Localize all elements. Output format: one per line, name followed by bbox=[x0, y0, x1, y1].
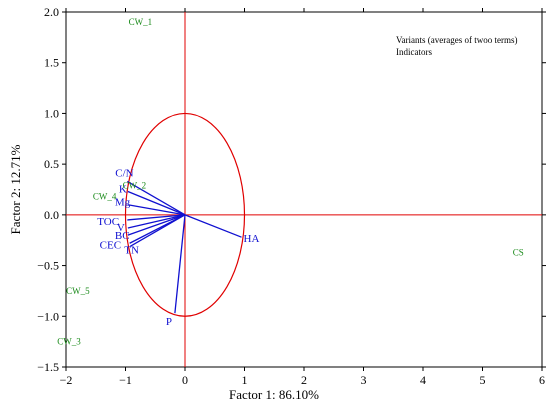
x-tick-label: 6 bbox=[539, 373, 545, 387]
x-tick-label: 4 bbox=[420, 373, 426, 387]
indicator-label: V bbox=[117, 222, 125, 234]
x-tick-label: 2 bbox=[301, 373, 307, 387]
variant-label: CW_1 bbox=[129, 17, 153, 27]
x-tick-label: −2 bbox=[60, 373, 73, 387]
variant-label: CW_4 bbox=[93, 192, 117, 202]
indicator-vector bbox=[184, 214, 242, 238]
indicator-vector bbox=[127, 204, 186, 216]
indicator-vector bbox=[127, 214, 186, 236]
indicator-vector bbox=[127, 214, 186, 229]
y-tick-label: −1.5 bbox=[37, 360, 59, 374]
x-tick-label: 0 bbox=[182, 373, 188, 387]
indicator-label: P bbox=[166, 316, 172, 328]
indicator-label: HA bbox=[244, 233, 260, 245]
y-tick-label: 1.5 bbox=[44, 56, 59, 70]
y-tick-label: 0.0 bbox=[44, 208, 59, 222]
x-tick-label: 3 bbox=[361, 373, 367, 387]
indicator-vector bbox=[174, 214, 186, 314]
unit-circle bbox=[124, 112, 246, 317]
y-tick-label: −0.5 bbox=[37, 259, 59, 273]
legend-entry-indicators: Indicators bbox=[396, 47, 432, 57]
indicator-label: TOC bbox=[97, 216, 119, 228]
x-tick-label: 1 bbox=[242, 373, 248, 387]
indicator-vector bbox=[127, 214, 186, 221]
indicator-label: C/N bbox=[115, 167, 133, 179]
variant-label: CS bbox=[513, 247, 524, 257]
y-tick-label: 0.5 bbox=[44, 157, 59, 171]
x-tick-label: −1 bbox=[119, 373, 132, 387]
y-axis-label: Factor 2: 12.71% bbox=[8, 144, 23, 234]
y-tick-label: 1.0 bbox=[44, 106, 59, 120]
indicator-label: TN bbox=[124, 244, 139, 256]
x-axis-label: Factor 1: 86.10% bbox=[229, 387, 319, 402]
indicator-label: K bbox=[119, 184, 127, 196]
variant-label: CW_2 bbox=[123, 180, 147, 190]
x-tick-label: 5 bbox=[480, 373, 486, 387]
y-tick-label: 2.0 bbox=[44, 5, 59, 19]
indicator-label: BC bbox=[115, 230, 130, 242]
indicator-vector bbox=[129, 214, 186, 247]
indicator-vector bbox=[127, 190, 186, 216]
legend-entry-variants: Variants (averages of twoo terms) bbox=[396, 35, 517, 45]
indicator-vector bbox=[126, 180, 186, 216]
indicator-label: Mg bbox=[115, 197, 131, 209]
variant-label: CW_3 bbox=[57, 337, 81, 347]
indicator-label: CEC bbox=[100, 239, 121, 251]
variant-label: CW_5 bbox=[66, 286, 90, 296]
y-tick-label: −1.0 bbox=[37, 309, 59, 323]
